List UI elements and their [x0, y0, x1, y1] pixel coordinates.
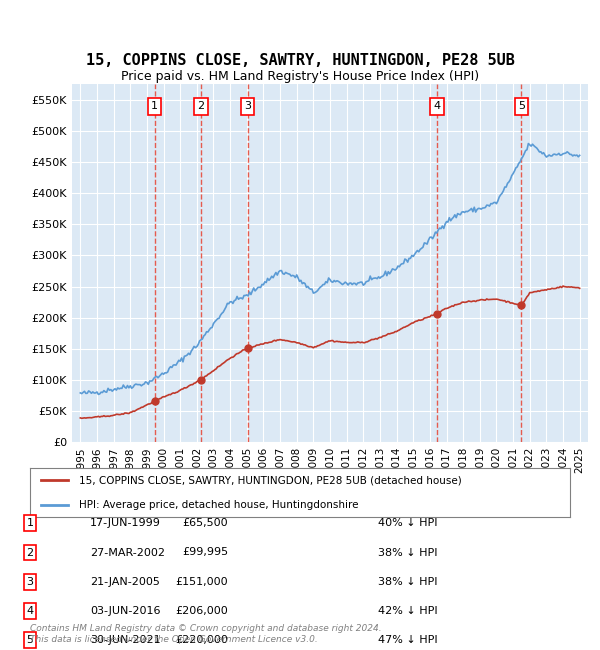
Text: 1: 1	[151, 101, 158, 111]
Text: 38% ↓ HPI: 38% ↓ HPI	[378, 577, 437, 587]
Text: £220,000: £220,000	[175, 635, 228, 645]
Text: £151,000: £151,000	[175, 577, 228, 587]
Text: 4: 4	[433, 101, 440, 111]
Text: Contains HM Land Registry data © Crown copyright and database right 2024.
This d: Contains HM Land Registry data © Crown c…	[30, 624, 382, 644]
Text: HPI: Average price, detached house, Huntingdonshire: HPI: Average price, detached house, Hunt…	[79, 500, 358, 510]
Text: 3: 3	[26, 577, 34, 587]
Text: 1: 1	[26, 518, 34, 528]
Text: 15, COPPINS CLOSE, SAWTRY, HUNTINGDON, PE28 5UB (detached house): 15, COPPINS CLOSE, SAWTRY, HUNTINGDON, P…	[79, 475, 461, 485]
Text: 42% ↓ HPI: 42% ↓ HPI	[378, 606, 437, 616]
Text: 15, COPPINS CLOSE, SAWTRY, HUNTINGDON, PE28 5UB: 15, COPPINS CLOSE, SAWTRY, HUNTINGDON, P…	[86, 53, 514, 68]
Text: 47% ↓ HPI: 47% ↓ HPI	[378, 635, 437, 645]
Text: 03-JUN-2016: 03-JUN-2016	[90, 606, 161, 616]
Text: 5: 5	[518, 101, 525, 111]
Text: 4: 4	[26, 606, 34, 616]
Text: 38% ↓ HPI: 38% ↓ HPI	[378, 547, 437, 558]
Text: £65,500: £65,500	[182, 518, 228, 528]
Text: 21-JAN-2005: 21-JAN-2005	[90, 577, 160, 587]
Text: 3: 3	[244, 101, 251, 111]
Text: 17-JUN-1999: 17-JUN-1999	[90, 518, 161, 528]
Text: 5: 5	[26, 635, 34, 645]
Text: £206,000: £206,000	[175, 606, 228, 616]
Text: 2: 2	[26, 547, 34, 558]
Text: 27-MAR-2002: 27-MAR-2002	[90, 547, 165, 558]
Text: £99,995: £99,995	[182, 547, 228, 558]
Text: 2: 2	[197, 101, 204, 111]
Text: 40% ↓ HPI: 40% ↓ HPI	[378, 518, 437, 528]
Text: 30-JUN-2021: 30-JUN-2021	[90, 635, 161, 645]
Text: Price paid vs. HM Land Registry's House Price Index (HPI): Price paid vs. HM Land Registry's House …	[121, 70, 479, 83]
